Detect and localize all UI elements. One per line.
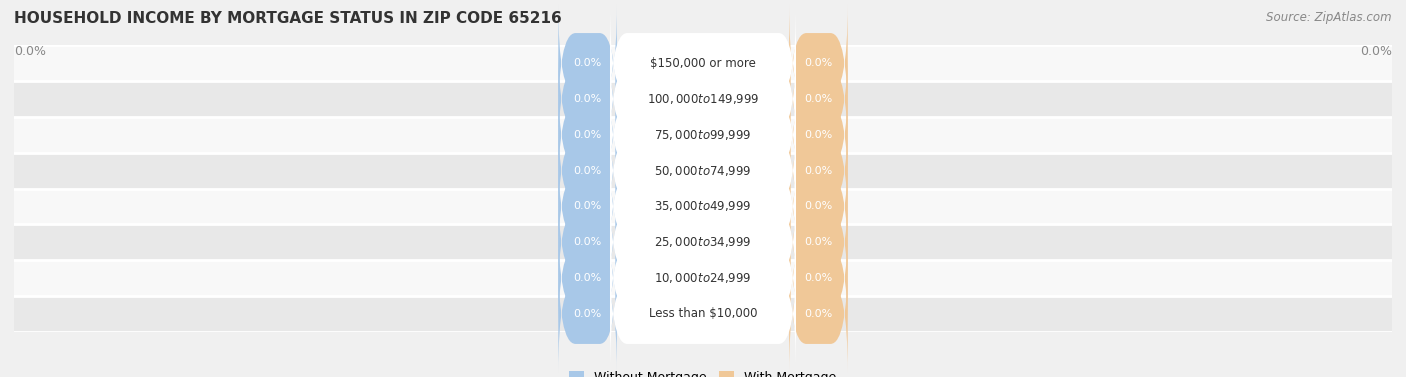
Bar xyxy=(14,153,1392,188)
Text: 0.0%: 0.0% xyxy=(804,94,832,104)
Bar xyxy=(14,45,1392,81)
FancyBboxPatch shape xyxy=(558,147,617,266)
FancyBboxPatch shape xyxy=(789,254,848,373)
Text: 0.0%: 0.0% xyxy=(574,166,602,176)
FancyBboxPatch shape xyxy=(789,219,848,337)
Bar xyxy=(14,296,1392,332)
FancyBboxPatch shape xyxy=(789,111,848,230)
FancyBboxPatch shape xyxy=(558,254,617,373)
Text: 0.0%: 0.0% xyxy=(14,45,46,58)
Text: 0.0%: 0.0% xyxy=(574,130,602,140)
Text: 0.0%: 0.0% xyxy=(574,273,602,283)
FancyBboxPatch shape xyxy=(558,111,617,230)
Bar xyxy=(14,224,1392,260)
FancyBboxPatch shape xyxy=(610,40,796,158)
FancyBboxPatch shape xyxy=(610,4,796,123)
FancyBboxPatch shape xyxy=(558,219,617,337)
Text: Source: ZipAtlas.com: Source: ZipAtlas.com xyxy=(1267,11,1392,24)
Text: 0.0%: 0.0% xyxy=(574,58,602,68)
FancyBboxPatch shape xyxy=(789,40,848,158)
FancyBboxPatch shape xyxy=(610,219,796,337)
Text: 0.0%: 0.0% xyxy=(804,58,832,68)
FancyBboxPatch shape xyxy=(789,183,848,302)
Legend: Without Mortgage, With Mortgage: Without Mortgage, With Mortgage xyxy=(564,366,842,377)
Text: $35,000 to $49,999: $35,000 to $49,999 xyxy=(654,199,752,213)
Text: $25,000 to $34,999: $25,000 to $34,999 xyxy=(654,235,752,249)
FancyBboxPatch shape xyxy=(610,254,796,373)
Text: Less than $10,000: Less than $10,000 xyxy=(648,307,758,320)
Text: 0.0%: 0.0% xyxy=(804,166,832,176)
Text: 0.0%: 0.0% xyxy=(574,237,602,247)
Text: 0.0%: 0.0% xyxy=(804,273,832,283)
Bar xyxy=(14,260,1392,296)
Text: $100,000 to $149,999: $100,000 to $149,999 xyxy=(647,92,759,106)
Text: 0.0%: 0.0% xyxy=(804,309,832,319)
FancyBboxPatch shape xyxy=(610,111,796,230)
Text: 0.0%: 0.0% xyxy=(804,237,832,247)
Bar xyxy=(14,188,1392,224)
FancyBboxPatch shape xyxy=(610,147,796,266)
FancyBboxPatch shape xyxy=(610,183,796,302)
Text: 0.0%: 0.0% xyxy=(574,309,602,319)
Text: HOUSEHOLD INCOME BY MORTGAGE STATUS IN ZIP CODE 65216: HOUSEHOLD INCOME BY MORTGAGE STATUS IN Z… xyxy=(14,11,562,26)
Text: 0.0%: 0.0% xyxy=(804,201,832,211)
Bar xyxy=(14,117,1392,153)
Text: 0.0%: 0.0% xyxy=(1360,45,1392,58)
Text: $50,000 to $74,999: $50,000 to $74,999 xyxy=(654,164,752,178)
Text: $75,000 to $99,999: $75,000 to $99,999 xyxy=(654,128,752,142)
Text: $150,000 or more: $150,000 or more xyxy=(650,57,756,70)
Text: $10,000 to $24,999: $10,000 to $24,999 xyxy=(654,271,752,285)
FancyBboxPatch shape xyxy=(558,4,617,123)
FancyBboxPatch shape xyxy=(789,147,848,266)
FancyBboxPatch shape xyxy=(558,183,617,302)
FancyBboxPatch shape xyxy=(610,75,796,194)
FancyBboxPatch shape xyxy=(789,4,848,123)
FancyBboxPatch shape xyxy=(558,75,617,194)
Bar xyxy=(14,81,1392,117)
FancyBboxPatch shape xyxy=(789,75,848,194)
Text: 0.0%: 0.0% xyxy=(574,94,602,104)
FancyBboxPatch shape xyxy=(558,40,617,158)
Text: 0.0%: 0.0% xyxy=(804,130,832,140)
Text: 0.0%: 0.0% xyxy=(574,201,602,211)
